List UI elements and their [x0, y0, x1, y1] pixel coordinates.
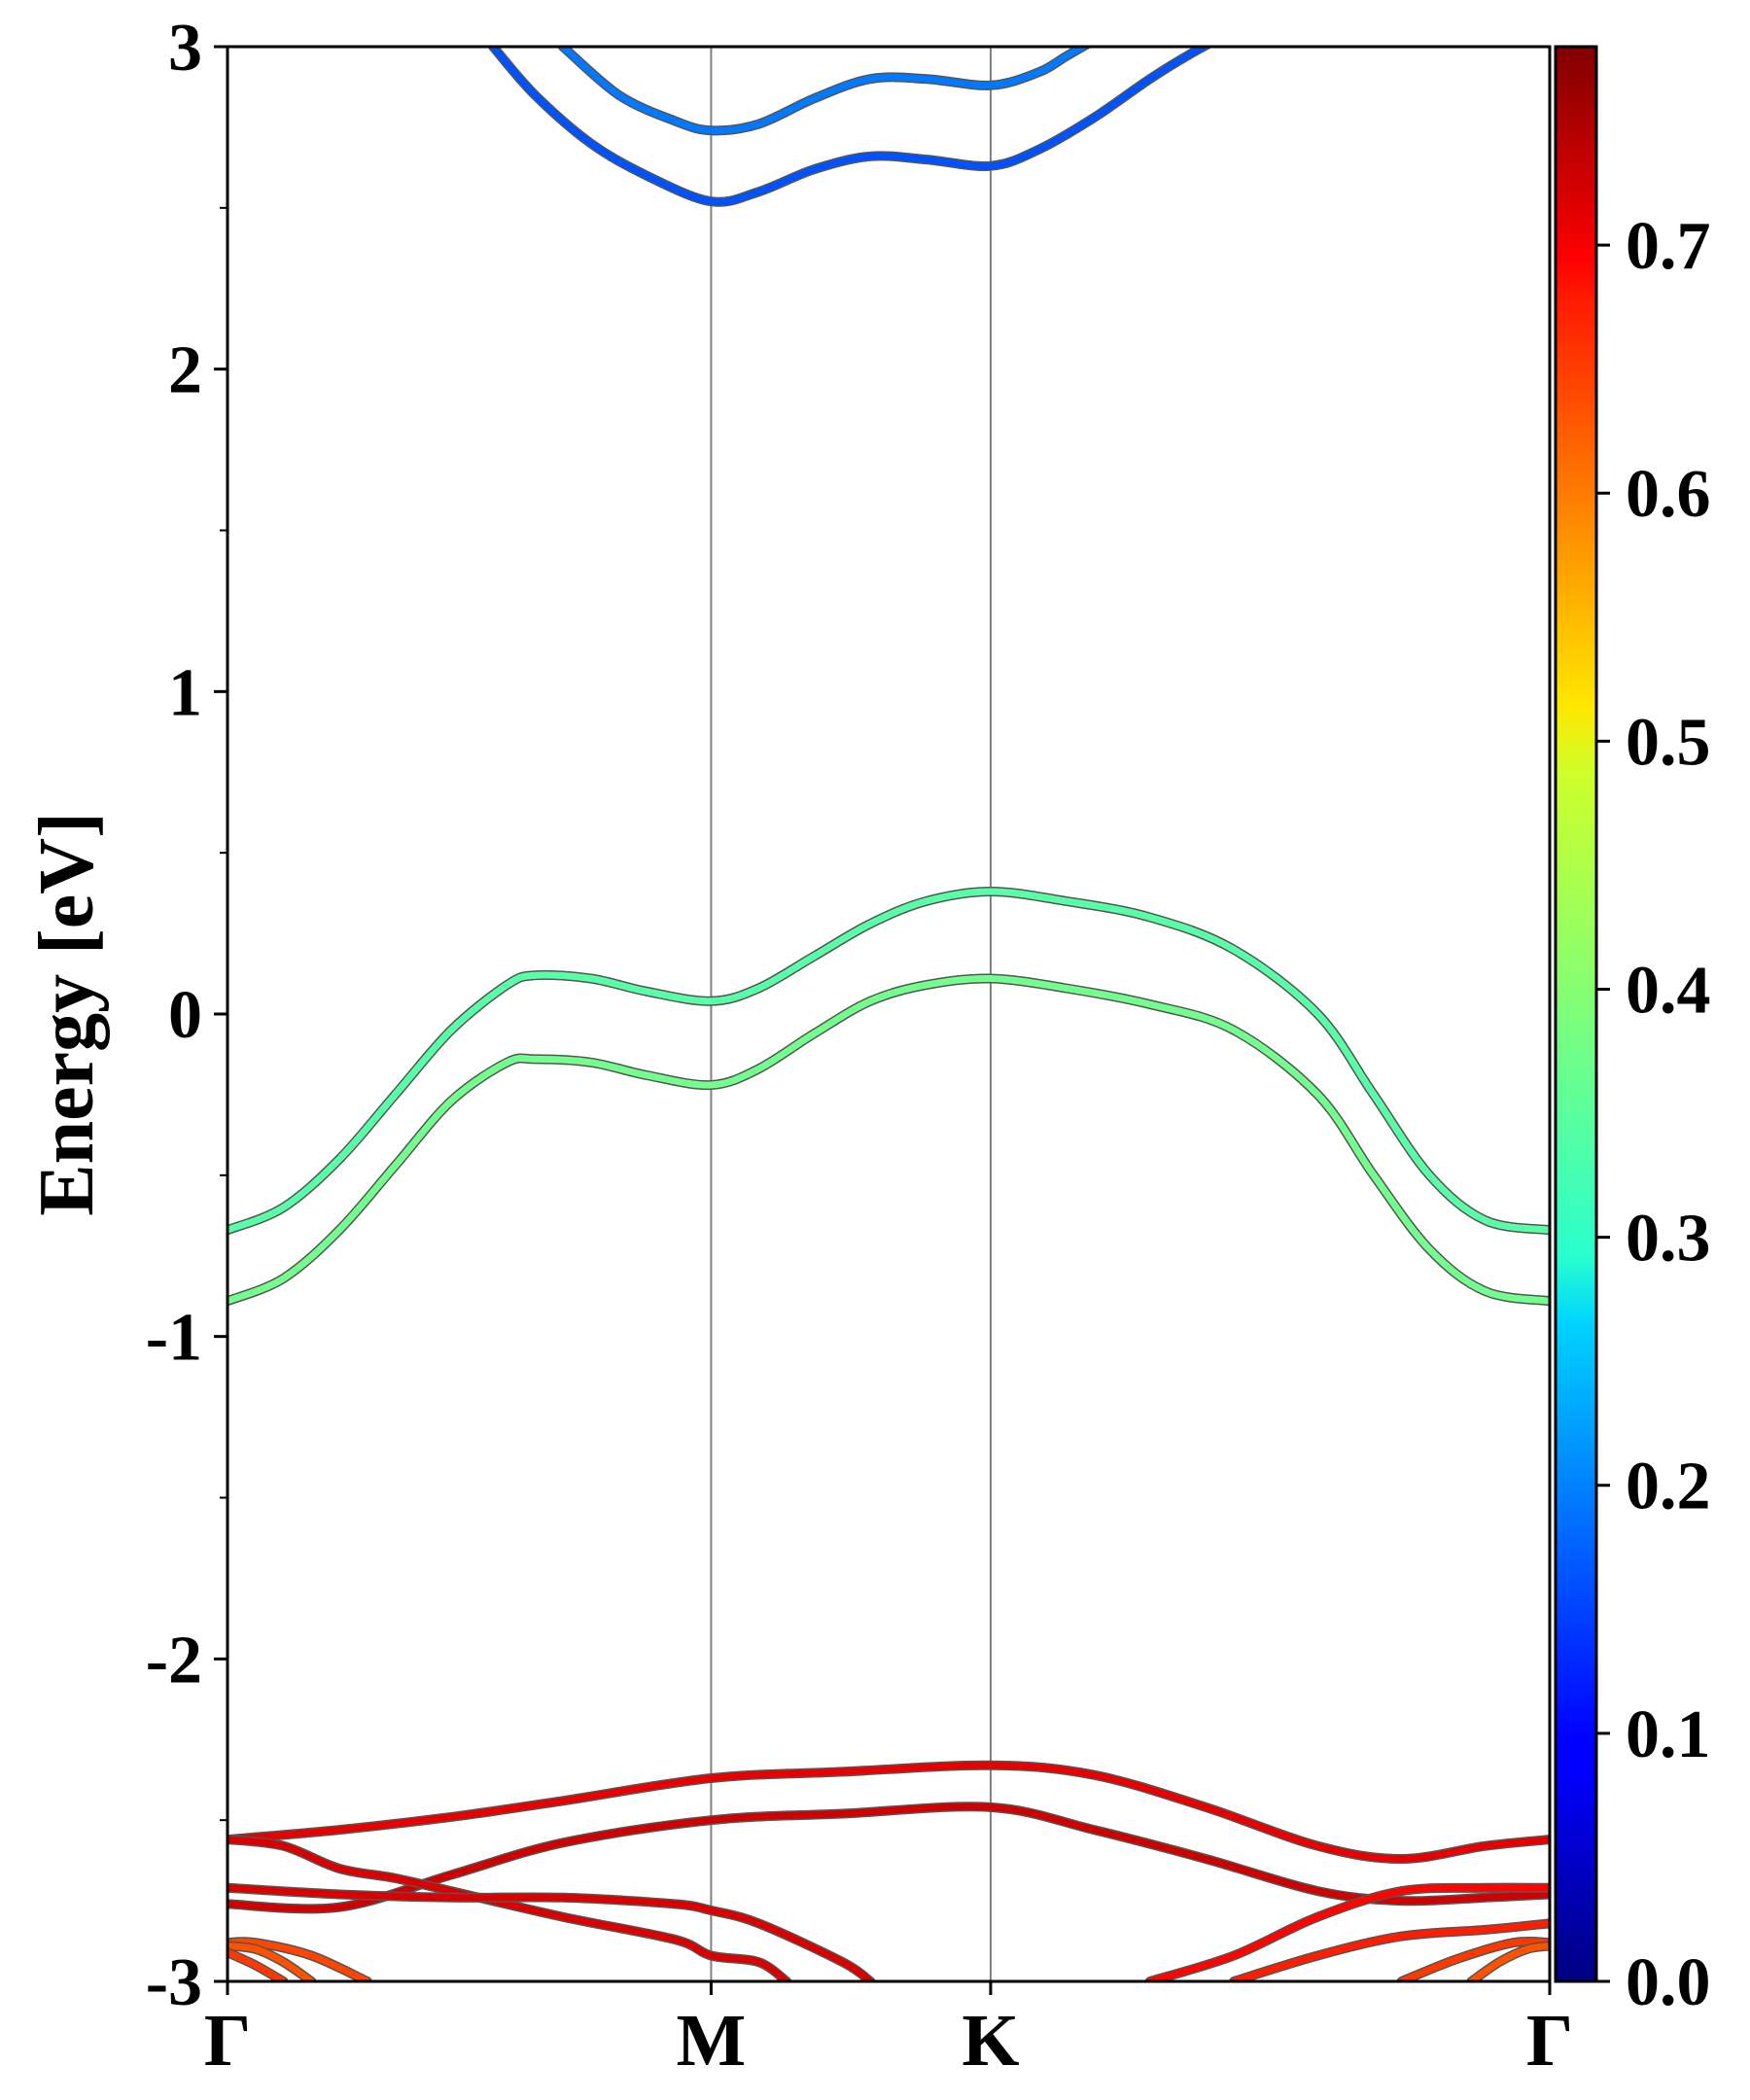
colorbar-axis: 0.0 0.1 0.2 0.3 0.4 0.5 0.6 0.7	[1596, 209, 1711, 2020]
band-line	[1468, 1942, 1550, 1981]
band-line	[228, 1942, 315, 1981]
band-line-outline	[558, 47, 1093, 136]
x-tick-label: K	[962, 2000, 1019, 2082]
band-line	[228, 974, 1550, 1305]
y-tick-label: 3	[168, 11, 202, 86]
band-line	[228, 1802, 1550, 1912]
y-axis: -3 -2 -1 0 1 2 3	[146, 11, 228, 2020]
y-tick-label: -1	[146, 1301, 202, 1376]
band-line	[228, 1836, 790, 1981]
band-line	[228, 1948, 287, 1981]
x-tick-label: M	[677, 2000, 747, 2082]
x-tick-label: Γ	[204, 2000, 251, 2082]
y-tick-label: -3	[146, 1945, 202, 2020]
y-tick-label: -2	[146, 1623, 202, 1698]
colorbar	[1554, 45, 1598, 1983]
colorbar-tick-label: 0.4	[1626, 953, 1711, 1028]
plot-frame	[226, 45, 1552, 1983]
band-line	[559, 47, 1090, 134]
colorbar-tick-label: 0.7	[1626, 209, 1711, 284]
band-line	[228, 1762, 1550, 1863]
colorbar-tick-label: 0.5	[1626, 705, 1711, 780]
band-line	[228, 888, 1550, 1234]
band-line	[489, 47, 1211, 206]
y-tick-label: 0	[168, 978, 202, 1053]
band-line	[1398, 1938, 1550, 1981]
y-axis-title: Energy [eV]	[24, 812, 110, 1215]
y-tick-label: 1	[168, 655, 202, 730]
band-lines	[228, 47, 1550, 1981]
x-tick-label: Γ	[1526, 2000, 1573, 2082]
colorbar-tick-label: 0.2	[1626, 1450, 1711, 1524]
band-line	[1230, 1919, 1550, 1981]
colorbar-tick-label: 0.0	[1626, 1945, 1711, 2020]
band-line-outline	[488, 47, 1214, 207]
colorbar-tick-label: 0.3	[1626, 1202, 1711, 1277]
y-tick-label: 2	[168, 333, 202, 408]
band-line	[1146, 1884, 1550, 1981]
high-symmetry-lines	[710, 47, 992, 1981]
colorbar-tick-label: 0.1	[1626, 1698, 1711, 1772]
band-line	[228, 1884, 874, 1981]
colorbar-tick-label: 0.6	[1626, 457, 1711, 532]
